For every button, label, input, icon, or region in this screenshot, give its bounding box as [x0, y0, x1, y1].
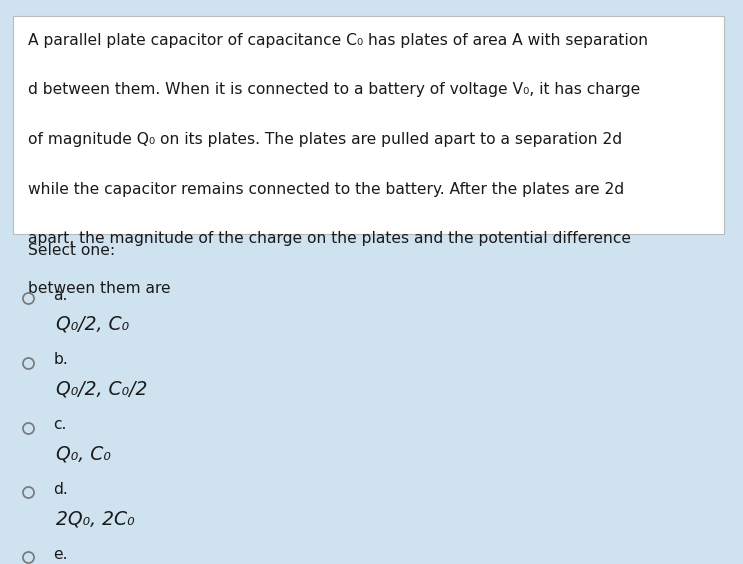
Text: A parallel plate capacitor of capacitance C₀ has plates of area A with separatio: A parallel plate capacitor of capacitanc… [28, 33, 649, 48]
Text: apart, the magnitude of the charge on the plates and the potential difference: apart, the magnitude of the charge on th… [28, 231, 632, 246]
Text: while the capacitor remains connected to the battery. After the plates are 2d: while the capacitor remains connected to… [28, 182, 624, 197]
Text: e.: e. [53, 547, 68, 562]
Text: c.: c. [53, 417, 67, 433]
Text: Q₀/2, C₀: Q₀/2, C₀ [56, 315, 129, 334]
Text: of magnitude Q₀ on its plates. The plates are pulled apart to a separation 2d: of magnitude Q₀ on its plates. The plate… [28, 132, 623, 147]
Text: d between them. When it is connected to a battery of voltage V₀, it has charge: d between them. When it is connected to … [28, 82, 640, 98]
Text: Q₀/2, C₀/2: Q₀/2, C₀/2 [56, 380, 147, 399]
Text: Q₀, C₀: Q₀, C₀ [56, 444, 111, 464]
Text: d.: d. [53, 482, 68, 497]
FancyBboxPatch shape [13, 16, 724, 234]
Text: 2Q₀, 2C₀: 2Q₀, 2C₀ [56, 509, 134, 528]
Text: a.: a. [53, 288, 68, 303]
Text: b.: b. [53, 352, 68, 368]
Text: Select one:: Select one: [28, 243, 115, 258]
Text: between them are: between them are [28, 281, 171, 296]
